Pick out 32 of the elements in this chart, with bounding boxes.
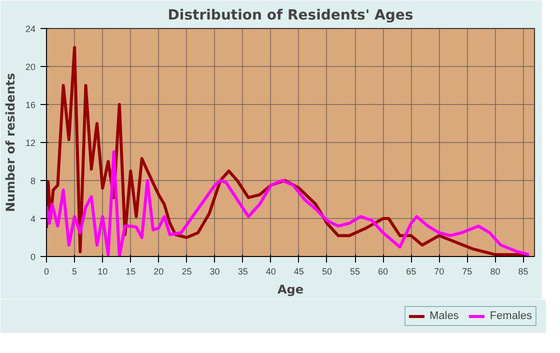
x-tick-label: 45 [294, 266, 304, 276]
x-tick-label: 35 [238, 266, 248, 276]
x-tick-label: 85 [518, 266, 528, 276]
chart-title: Distribution of Residents' Ages [168, 8, 414, 24]
x-axis-title: Age [277, 282, 304, 296]
y-tick-label: 16 [25, 100, 36, 110]
x-tick-label: 75 [462, 266, 472, 276]
x-tick-label: 80 [490, 266, 500, 276]
x-tick-label: 65 [406, 266, 416, 276]
legend-label: Males [429, 310, 459, 322]
x-tick-label: 60 [378, 266, 388, 276]
y-tick-label: 24 [25, 24, 36, 34]
x-tick-label: 50 [322, 266, 332, 276]
x-tick-label: 40 [266, 266, 276, 276]
x-tick-label: 5 [72, 266, 78, 276]
y-tick-label: 20 [25, 62, 36, 72]
y-tick-label: 12 [25, 138, 36, 148]
y-tick-label: 4 [30, 214, 36, 224]
x-tick-label: 20 [154, 266, 164, 276]
x-tick-label: 55 [350, 266, 360, 276]
legend-label: Females [490, 310, 532, 322]
x-tick-label: 30 [210, 266, 220, 276]
x-tick-label: 10 [98, 266, 108, 276]
y-axis-title: Number of residents [3, 72, 18, 212]
x-tick-label: 0 [44, 266, 50, 276]
x-tick-label: 25 [182, 266, 192, 276]
y-tick-label: 8 [30, 176, 36, 186]
x-tick-label: 70 [434, 266, 444, 276]
line-series [46, 150, 530, 256]
line-series [46, 46, 530, 256]
y-tick-label: 0 [30, 252, 36, 262]
x-tick-label: 15 [126, 266, 136, 276]
